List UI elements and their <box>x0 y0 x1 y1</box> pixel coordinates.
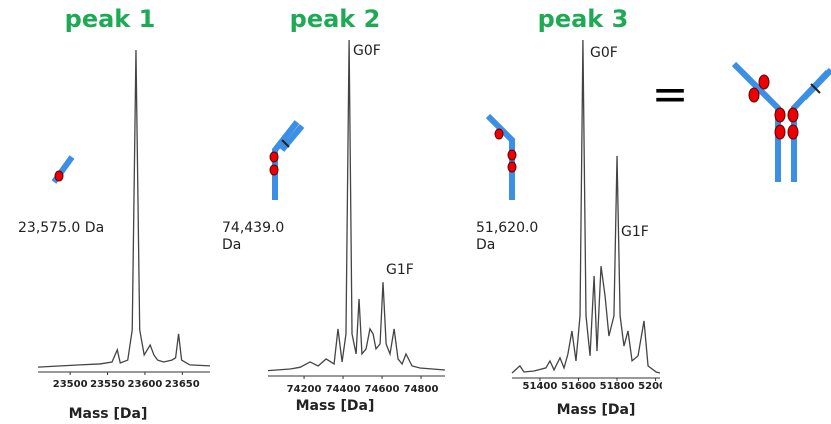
fragment-icon-2 <box>269 120 305 200</box>
x-axis-label: Mass [Da] <box>557 402 636 418</box>
antibody-icon <box>731 61 831 182</box>
annotation: 74,439.0 Da <box>222 220 285 253</box>
panel-title: peak 2 <box>290 5 381 33</box>
equals-sign: = <box>652 69 689 120</box>
x-axis-label: Mass [Da] <box>296 398 375 414</box>
x-axis-label: Mass [Da] <box>69 406 148 422</box>
annotation: 23,575.0 Da <box>18 220 105 236</box>
x-tick-label: 51600 <box>561 381 596 392</box>
spectrum-line <box>267 39 446 372</box>
annotation: G0F <box>353 43 381 59</box>
panel-title: peak 3 <box>538 5 629 33</box>
x-tick-label: 51800 <box>600 381 635 392</box>
annotation: 51,620.0 Da <box>476 220 539 253</box>
panel: 51400 51600 51800 52000 <box>511 39 673 392</box>
annotation: G1F <box>621 224 649 240</box>
panel: 74200 74400 74600 74800 <box>267 39 446 395</box>
x-tick-label: 23550 <box>90 379 125 390</box>
x-tick-label: 74200 <box>287 384 322 395</box>
x-tick-label: 74400 <box>326 384 361 395</box>
spectrum-line <box>511 39 661 374</box>
x-tick-label: 23650 <box>165 379 200 390</box>
fragment-icon-3 <box>485 113 517 200</box>
panel-title: peak 1 <box>65 5 156 33</box>
spectrum-line <box>37 49 210 368</box>
x-tick-label: 74800 <box>404 384 439 395</box>
x-tick-label: 74600 <box>365 384 400 395</box>
annotation: G1F <box>386 262 414 278</box>
x-tick-label: 23600 <box>128 379 163 390</box>
x-tick-label: 23500 <box>53 379 88 390</box>
x-tick-label: 52000 <box>638 381 673 392</box>
fragment-icon-1 <box>51 155 75 184</box>
panel: 23500 23550 23600 23650 <box>37 49 210 390</box>
annotation: G0F <box>590 45 618 61</box>
x-tick-label: 51400 <box>523 381 558 392</box>
